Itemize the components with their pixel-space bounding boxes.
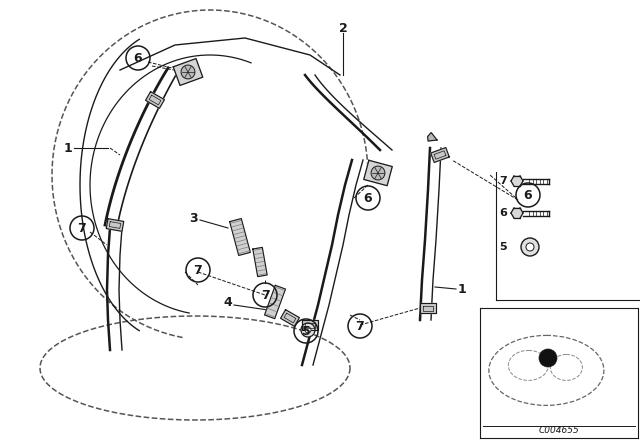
Text: C004655: C004655 — [539, 426, 579, 435]
Text: 7: 7 — [260, 289, 269, 302]
Polygon shape — [106, 219, 124, 231]
Polygon shape — [145, 92, 164, 108]
Text: 2: 2 — [339, 22, 348, 34]
Circle shape — [301, 323, 315, 337]
Text: 1: 1 — [63, 142, 72, 155]
Text: 5: 5 — [499, 242, 507, 252]
Text: 7: 7 — [499, 176, 507, 186]
Text: 7: 7 — [77, 221, 86, 234]
Polygon shape — [173, 59, 203, 86]
Text: 4: 4 — [223, 296, 232, 309]
Text: 5: 5 — [301, 324, 310, 337]
Polygon shape — [280, 310, 300, 326]
Polygon shape — [253, 247, 267, 276]
Polygon shape — [364, 160, 392, 185]
Circle shape — [181, 65, 195, 79]
Polygon shape — [428, 133, 437, 141]
Text: 1: 1 — [458, 283, 467, 296]
Circle shape — [305, 327, 311, 333]
Text: 7: 7 — [194, 263, 202, 276]
Text: 6: 6 — [134, 52, 142, 65]
Text: 7: 7 — [356, 319, 364, 332]
Circle shape — [371, 166, 385, 180]
Polygon shape — [511, 208, 523, 218]
Circle shape — [539, 349, 557, 367]
Text: 6: 6 — [499, 208, 507, 218]
Circle shape — [526, 243, 534, 251]
Polygon shape — [264, 285, 285, 319]
Text: 6: 6 — [524, 189, 532, 202]
Polygon shape — [420, 303, 436, 313]
Polygon shape — [302, 320, 318, 330]
Circle shape — [521, 238, 539, 256]
Polygon shape — [431, 147, 449, 163]
Polygon shape — [511, 176, 523, 186]
Polygon shape — [230, 219, 250, 255]
Text: 6: 6 — [364, 191, 372, 204]
Text: 3: 3 — [189, 211, 197, 224]
